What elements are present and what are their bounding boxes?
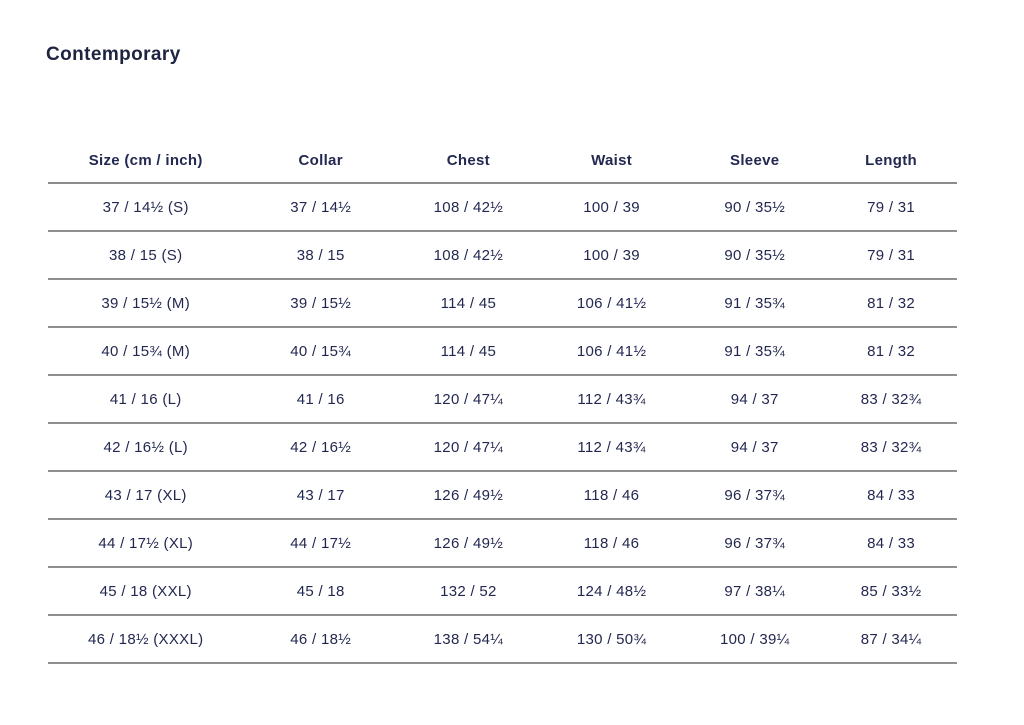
column-header: Size (cm / inch)	[48, 138, 244, 184]
table-cell: 40 / 15¾ (M)	[48, 327, 244, 376]
table-row: 44 / 17½ (XL) 44 / 17½ 126 / 49½ 118 / 46 96…	[48, 519, 957, 568]
table-cell: 84 / 33	[825, 519, 957, 568]
column-header: Sleeve	[684, 138, 826, 184]
table-cell: 37 / 14½ (S)	[48, 183, 244, 232]
table-cell: 45 / 18 (XXL)	[48, 567, 244, 616]
table-cell: 126 / 49½	[397, 519, 539, 568]
table-cell: 81 / 32	[825, 279, 957, 328]
table-row: 43 / 17 (XL) 43 / 17 126 / 49½ 118 / 46 96 /…	[48, 471, 957, 520]
table-cell: 97 / 38¼	[684, 567, 826, 616]
table-cell: 96 / 37¾	[684, 519, 826, 568]
table-cell: 126 / 49½	[397, 471, 539, 520]
column-header: Length	[825, 138, 957, 184]
table-row: 46 / 18½ (XXXL) 46 / 18½ 138 / 54¼ 130 / 50…	[48, 615, 957, 664]
table-cell: 114 / 45	[397, 279, 539, 328]
table-cell: 106 / 41½	[538, 279, 685, 328]
column-header: Collar	[243, 138, 398, 184]
table-cell: 108 / 42½	[397, 231, 539, 280]
table-cell: 132 / 52	[397, 567, 539, 616]
table-cell: 79 / 31	[825, 183, 957, 232]
page-title: Contemporary	[46, 44, 181, 65]
table-row: 42 / 16½ (L) 42 / 16½ 120 / 47¼ 112 / 43¾ 94…	[48, 423, 957, 472]
table-cell: 90 / 35½	[684, 231, 826, 280]
table-cell: 138 / 54¼	[397, 615, 539, 664]
table-cell: 84 / 33	[825, 471, 957, 520]
table-cell: 118 / 46	[538, 519, 685, 568]
table-cell: 41 / 16	[243, 375, 398, 424]
table-row: 39 / 15½ (M) 39 / 15½ 114 / 45 106 / 41½ 91 …	[48, 279, 957, 328]
column-header: Waist	[538, 138, 685, 184]
table-cell: 96 / 37¾	[684, 471, 826, 520]
table-cell: 118 / 46	[538, 471, 685, 520]
table-cell: 91 / 35¾	[684, 327, 826, 376]
table-row: 38 / 15 (S) 38 / 15 108 / 42½ 100 / 39 90 / …	[48, 231, 957, 280]
table-cell: 79 / 31	[825, 231, 957, 280]
table-cell: 46 / 18½ (XXXL)	[48, 615, 244, 664]
table-cell: 90 / 35½	[684, 183, 826, 232]
table-header: Size (cm / inch) Collar Chest Waist Sleeve Le…	[48, 138, 957, 184]
table-cell: 106 / 41½	[538, 327, 685, 376]
header-row: Size (cm / inch) Collar Chest Waist Sleeve Le…	[48, 138, 957, 184]
table-cell: 100 / 39	[538, 183, 685, 232]
table-cell: 38 / 15	[243, 231, 398, 280]
table-cell: 38 / 15 (S)	[48, 231, 244, 280]
table-cell: 42 / 16½	[243, 423, 398, 472]
table-row: 41 / 16 (L) 41 / 16 120 / 47¼ 112 / 43¾ 94 /…	[48, 375, 957, 424]
table-cell: 45 / 18	[243, 567, 398, 616]
table-cell: 91 / 35¾	[684, 279, 826, 328]
table-cell: 94 / 37	[684, 423, 826, 472]
table-cell: 44 / 17½	[243, 519, 398, 568]
table-cell: 40 / 15¾	[243, 327, 398, 376]
table-cell: 94 / 37	[684, 375, 826, 424]
table-cell: 42 / 16½ (L)	[48, 423, 244, 472]
table-cell: 83 / 32¾	[825, 375, 957, 424]
table-cell: 44 / 17½ (XL)	[48, 519, 244, 568]
table-cell: 87 / 34¼	[825, 615, 957, 664]
column-header: Chest	[397, 138, 539, 184]
table-cell: 120 / 47¼	[397, 423, 539, 472]
table-cell: 130 / 50¾	[538, 615, 685, 664]
table-cell: 120 / 47¼	[397, 375, 539, 424]
table-cell: 41 / 16 (L)	[48, 375, 244, 424]
table-cell: 108 / 42½	[397, 183, 539, 232]
table-cell: 85 / 33½	[825, 567, 957, 616]
table-cell: 39 / 15½	[243, 279, 398, 328]
table-cell: 39 / 15½ (M)	[48, 279, 244, 328]
table-cell: 81 / 32	[825, 327, 957, 376]
table-cell: 112 / 43¾	[538, 423, 685, 472]
table-cell: 112 / 43¾	[538, 375, 685, 424]
table-cell: 100 / 39	[538, 231, 685, 280]
size-chart-table: Size (cm / inch) Collar Chest Waist Sleeve Le…	[48, 138, 957, 664]
table-cell: 124 / 48½	[538, 567, 685, 616]
table-row: 37 / 14½ (S) 37 / 14½ 108 / 42½ 100 / 39 90 …	[48, 183, 957, 232]
table-cell: 37 / 14½	[243, 183, 398, 232]
table-cell: 83 / 32¾	[825, 423, 957, 472]
table-cell: 46 / 18½	[243, 615, 398, 664]
table-row: 40 / 15¾ (M) 40 / 15¾ 114 / 45 106 / 41½ 91 …	[48, 327, 957, 376]
table-body: 37 / 14½ (S) 37 / 14½ 108 / 42½ 100 / 39 90 …	[48, 183, 957, 664]
table-cell: 114 / 45	[397, 327, 539, 376]
table-cell: 43 / 17 (XL)	[48, 471, 244, 520]
table-row: 45 / 18 (XXL) 45 / 18 132 / 52 124 / 48½ 97 …	[48, 567, 957, 616]
table-cell: 43 / 17	[243, 471, 398, 520]
table-cell: 100 / 39¼	[684, 615, 826, 664]
